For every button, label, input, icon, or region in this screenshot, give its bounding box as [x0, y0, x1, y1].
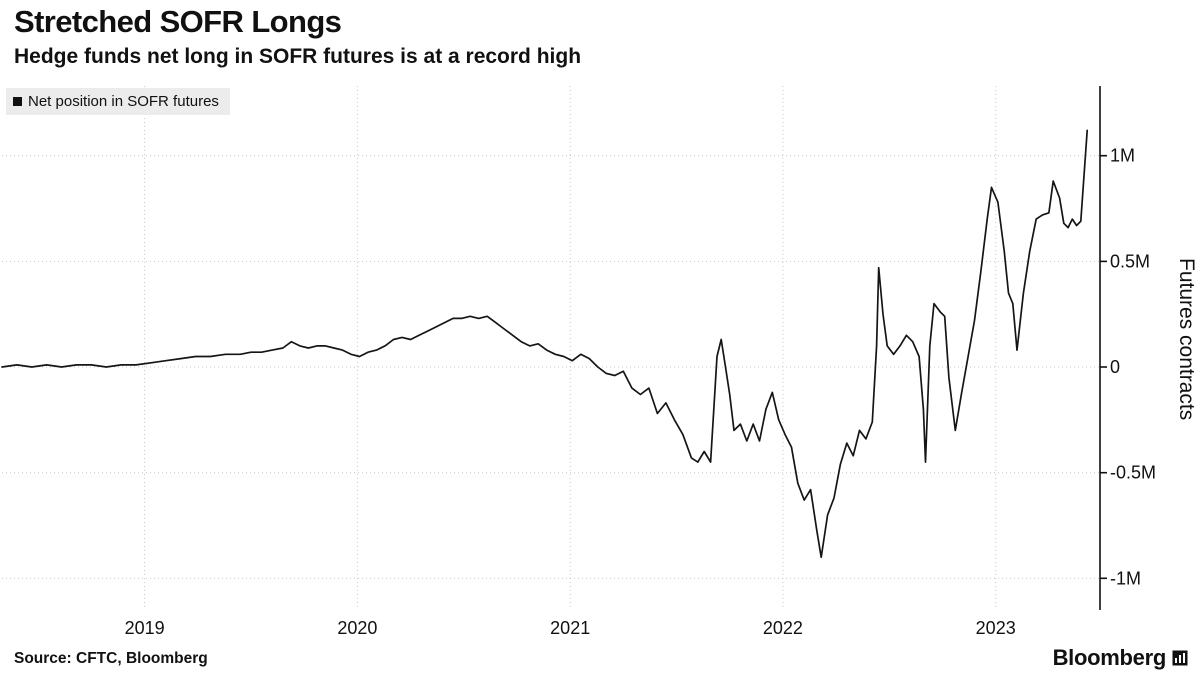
y-axis-title: Futures contracts — [1175, 257, 1198, 421]
x-tick-label: 2019 — [125, 618, 165, 638]
chart-canvas: 1M 0.5M 0 -0.5M -1M 2019 2020 2021 2022 2023 — [1, 86, 1156, 638]
y-tick-label: 0.5M — [1110, 251, 1150, 271]
x-tick-label: 2020 — [337, 618, 377, 638]
y-tick-label: 1M — [1110, 146, 1135, 166]
legend-swatch-icon — [13, 97, 22, 106]
bloomberg-brand-text: Bloomberg — [1052, 645, 1167, 670]
page-title: Stretched SOFR Longs — [14, 4, 342, 39]
x-tick-label: 2021 — [550, 618, 590, 638]
data-line-net-position — [1, 129, 1089, 559]
source-note: Source: CFTC, Bloomberg — [14, 650, 208, 667]
y-tick-label: 0 — [1110, 357, 1120, 377]
y-tick-label: -1M — [1110, 568, 1141, 588]
page-subtitle: Hedge funds net long in SOFR futures is … — [14, 45, 582, 68]
bloomberg-wordmark: Bloomberg — [1053, 645, 1188, 671]
x-tick-label: 2022 — [763, 618, 803, 638]
bloomberg-logo-icon — [1172, 650, 1188, 666]
legend: Net position in SOFR futures — [6, 88, 230, 115]
y-tick-label: -0.5M — [1110, 463, 1156, 483]
x-tick-label: 2023 — [976, 618, 1016, 638]
legend-label: Net position in SOFR futures — [28, 93, 219, 110]
